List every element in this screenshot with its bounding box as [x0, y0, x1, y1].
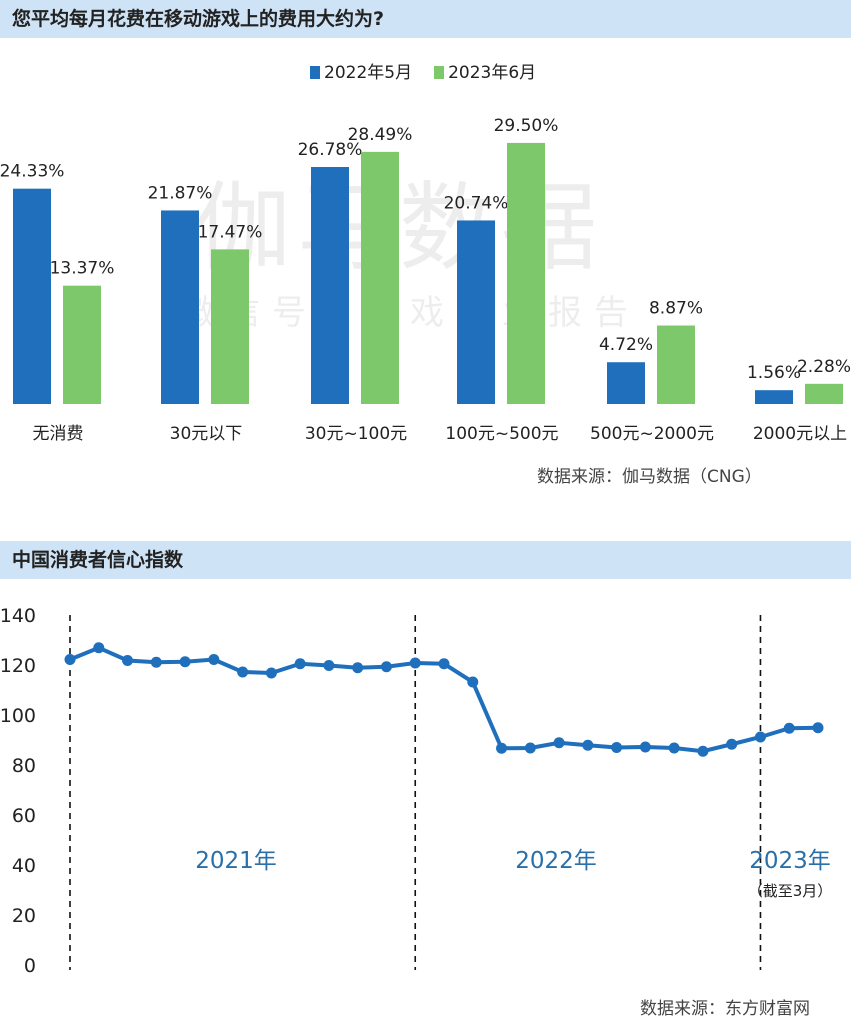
- data-point: [237, 666, 249, 678]
- data-label: 2.28%: [797, 357, 851, 377]
- line-chart-source: 数据来源：东方财富网: [640, 999, 810, 1019]
- category-label: 无消费: [33, 424, 84, 444]
- bar-chart-title: 您平均每月花费在移动游戏上的费用大约为?: [0, 0, 851, 38]
- y-tick-label: 120: [0, 655, 36, 677]
- data-point: [467, 676, 479, 688]
- data-point: [294, 658, 306, 670]
- y-tick-label: 140: [0, 605, 36, 627]
- data-point: [496, 742, 508, 754]
- y-tick-label: 20: [12, 905, 36, 927]
- data-point: [150, 656, 162, 668]
- data-point: [611, 742, 623, 753]
- bar-chart-source: 数据来源：伽马数据（CNG）: [537, 467, 762, 487]
- data-point: [754, 731, 766, 743]
- data-point: [697, 745, 709, 757]
- data-point: [122, 655, 134, 666]
- bar: [607, 362, 645, 404]
- y-tick-label: 0: [24, 955, 36, 977]
- line-chart-title: 中国消费者信心指数: [0, 541, 851, 579]
- data-point: [208, 654, 220, 665]
- data-label: 17.47%: [198, 222, 263, 242]
- y-tick-label: 80: [12, 755, 36, 777]
- y-tick-label: 100: [0, 705, 36, 727]
- data-point: [438, 658, 450, 670]
- period-note: （截至3月）: [748, 882, 833, 900]
- legend-label: 2022年5月: [324, 63, 413, 83]
- bar: [63, 285, 101, 404]
- data-point: [409, 657, 421, 669]
- period-label: 2023年: [749, 848, 831, 874]
- bar: [361, 151, 399, 404]
- data-label: 13.37%: [50, 259, 115, 279]
- bar: [161, 210, 199, 404]
- category-label: 2000元以上: [753, 424, 847, 444]
- data-point: [265, 667, 277, 679]
- data-point: [380, 661, 392, 673]
- bar-chart: 24.33% 13.37% 无消费 21.87% 17.47% 30元以下 26.78%28…: [0, 116, 851, 444]
- data-label: 1.56%: [747, 363, 801, 383]
- category-label: 500元~2000元: [590, 424, 714, 444]
- data-point: [93, 642, 105, 654]
- data-point: [323, 660, 335, 671]
- category-label: 100元~500元: [445, 424, 558, 444]
- line-chart: 0 20 40 60 80 100 120 140 2021年 2022年 2023年 （截至3月）: [0, 605, 833, 977]
- data-point: [553, 737, 565, 749]
- bar: [507, 142, 545, 405]
- bar: [805, 383, 843, 404]
- legend-label: 2023年6月: [448, 63, 537, 83]
- data-point: [812, 722, 824, 734]
- data-point: [64, 654, 76, 665]
- y-tick-label: 60: [12, 805, 36, 827]
- bar: [211, 249, 249, 404]
- legend-swatch: [310, 66, 320, 79]
- data-point: [582, 739, 594, 751]
- period-label: 2022年: [515, 848, 597, 874]
- data-label: 29.50%: [494, 116, 559, 136]
- legend: 2022年5月 2023年6月: [310, 58, 536, 83]
- legend-item-2022: 2022年5月: [310, 58, 412, 83]
- data-label: 20.74%: [444, 193, 509, 213]
- data-point: [639, 741, 651, 753]
- data-point: [726, 738, 738, 750]
- data-label: 8.87%: [649, 299, 703, 319]
- legend-swatch: [434, 66, 445, 79]
- bar: [13, 188, 51, 404]
- data-point: [668, 742, 680, 754]
- data-point: [179, 656, 191, 668]
- data-label: 24.33%: [0, 162, 64, 182]
- data-point: [783, 722, 795, 734]
- data-point: [524, 742, 536, 754]
- category-label: 30元以下: [170, 424, 243, 444]
- legend-item-2023: 2023年6月: [434, 58, 536, 83]
- y-tick-label: 40: [12, 855, 36, 877]
- data-label: 28.49%: [348, 125, 413, 145]
- bar: [657, 325, 695, 404]
- data-point: [352, 662, 364, 674]
- data-label: 21.87%: [148, 183, 213, 203]
- bar: [311, 166, 349, 404]
- bar: [755, 390, 793, 404]
- period-label: 2021年: [195, 848, 277, 874]
- category-label: 30元~100元: [305, 424, 407, 444]
- data-label: 4.72%: [599, 335, 653, 355]
- data-label: 26.78%: [298, 140, 363, 160]
- bar: [457, 220, 495, 404]
